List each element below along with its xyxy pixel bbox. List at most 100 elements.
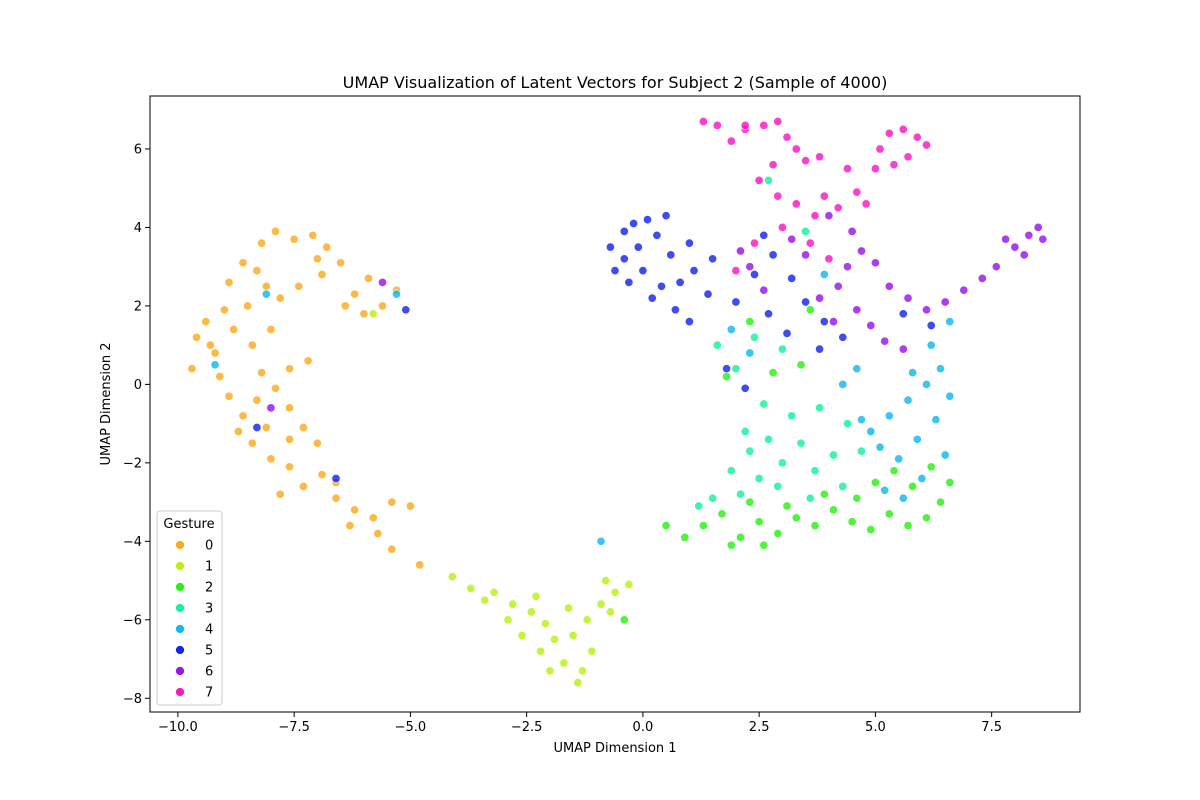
- data-point: [889, 466, 899, 476]
- data-point: [317, 470, 327, 480]
- data-point: [921, 140, 932, 150]
- x-tick-label: 2.5: [749, 720, 770, 735]
- data-point: [903, 152, 913, 162]
- legend-label: 4: [205, 623, 213, 638]
- data-point: [336, 258, 346, 268]
- data-point: [759, 230, 769, 240]
- data-point: [777, 458, 787, 468]
- data-point: [633, 242, 643, 252]
- data-point: [596, 599, 606, 609]
- data-point: [489, 587, 499, 597]
- data-point: [735, 489, 746, 499]
- data-point: [749, 332, 760, 342]
- y-axis-label: UMAP Dimension 2: [99, 342, 114, 465]
- data-point: [819, 191, 829, 201]
- data-point: [252, 395, 262, 405]
- data-point: [921, 305, 932, 315]
- data-point: [298, 422, 308, 433]
- data-point: [191, 332, 202, 342]
- data-point: [647, 293, 657, 303]
- x-tick-label: 5.0: [865, 720, 886, 735]
- chart-title: UMAP Visualization of Latent Vectors for…: [343, 73, 888, 92]
- data-point: [205, 340, 215, 350]
- data-point: [754, 517, 764, 527]
- data-point: [703, 289, 713, 299]
- data-point: [257, 368, 267, 378]
- x-tick-label: −10.0: [158, 720, 198, 735]
- data-point: [187, 364, 197, 374]
- y-tick-label: 0: [134, 378, 142, 393]
- data-point: [870, 477, 880, 488]
- data-point: [587, 646, 597, 656]
- data-point: [926, 320, 936, 331]
- data-point: [340, 301, 350, 311]
- data-point: [1038, 234, 1048, 244]
- data-point: [708, 254, 718, 264]
- data-point: [991, 262, 1001, 272]
- x-tick-label: −7.5: [278, 720, 310, 735]
- data-point: [810, 211, 820, 221]
- data-point: [898, 344, 908, 354]
- data-point: [791, 144, 801, 154]
- data-point: [763, 309, 774, 319]
- data-point: [768, 160, 778, 170]
- data-point: [219, 305, 229, 315]
- data-point: [782, 328, 792, 338]
- data-point: [884, 411, 894, 421]
- legend-marker: [175, 645, 185, 655]
- data-point: [266, 403, 276, 413]
- legend-label: 3: [205, 602, 213, 617]
- data-point: [880, 336, 890, 346]
- data-point: [717, 509, 727, 519]
- data-point: [680, 532, 690, 542]
- data-point: [856, 415, 867, 425]
- data-point: [624, 579, 634, 590]
- data-point: [773, 191, 783, 201]
- data-point: [526, 607, 536, 617]
- data-point: [629, 218, 639, 229]
- data-point: [294, 281, 304, 291]
- data-point: [722, 364, 732, 374]
- data-point: [819, 269, 829, 280]
- data-point: [945, 317, 955, 327]
- x-axis-ticks: −10.0 −7.5 −5.0 −2.5 0.0 2.5 5.0 7.5: [158, 712, 1002, 735]
- data-point: [940, 450, 950, 460]
- plot-area: [149, 95, 1081, 713]
- series-4: [210, 269, 955, 546]
- data-point: [838, 481, 848, 491]
- data-point: [740, 120, 750, 130]
- data-point: [377, 277, 388, 287]
- legend: Gesture 0 1 2 3 4 5 6 7: [156, 510, 223, 706]
- y-tick-label: −4: [123, 535, 142, 550]
- data-point: [559, 658, 569, 668]
- data-point: [731, 266, 741, 276]
- data-point: [754, 175, 764, 185]
- data-point: [801, 156, 811, 166]
- data-point: [266, 454, 276, 464]
- data-point: [838, 332, 848, 342]
- data-point: [810, 466, 820, 476]
- data-point: [568, 630, 578, 641]
- data-point: [791, 513, 801, 523]
- data-point: [545, 666, 555, 676]
- data-point: [238, 258, 248, 268]
- data-point: [763, 434, 774, 444]
- data-point: [828, 317, 839, 327]
- data-point: [768, 250, 778, 260]
- data-point: [852, 305, 862, 315]
- data-point: [252, 422, 262, 433]
- data-point: [312, 254, 322, 264]
- data-point: [754, 473, 764, 484]
- data-point: [828, 505, 839, 515]
- series-5: [252, 211, 936, 484]
- data-point: [712, 340, 722, 350]
- data-point: [815, 293, 825, 303]
- data-point: [247, 438, 257, 448]
- data-point: [466, 583, 476, 593]
- data-point: [759, 285, 769, 295]
- data-point: [945, 391, 955, 401]
- data-point: [666, 250, 676, 260]
- legend-items: 0 1 2 3 4 5 6 7: [175, 539, 213, 701]
- data-point: [642, 215, 653, 225]
- data-point: [350, 289, 360, 299]
